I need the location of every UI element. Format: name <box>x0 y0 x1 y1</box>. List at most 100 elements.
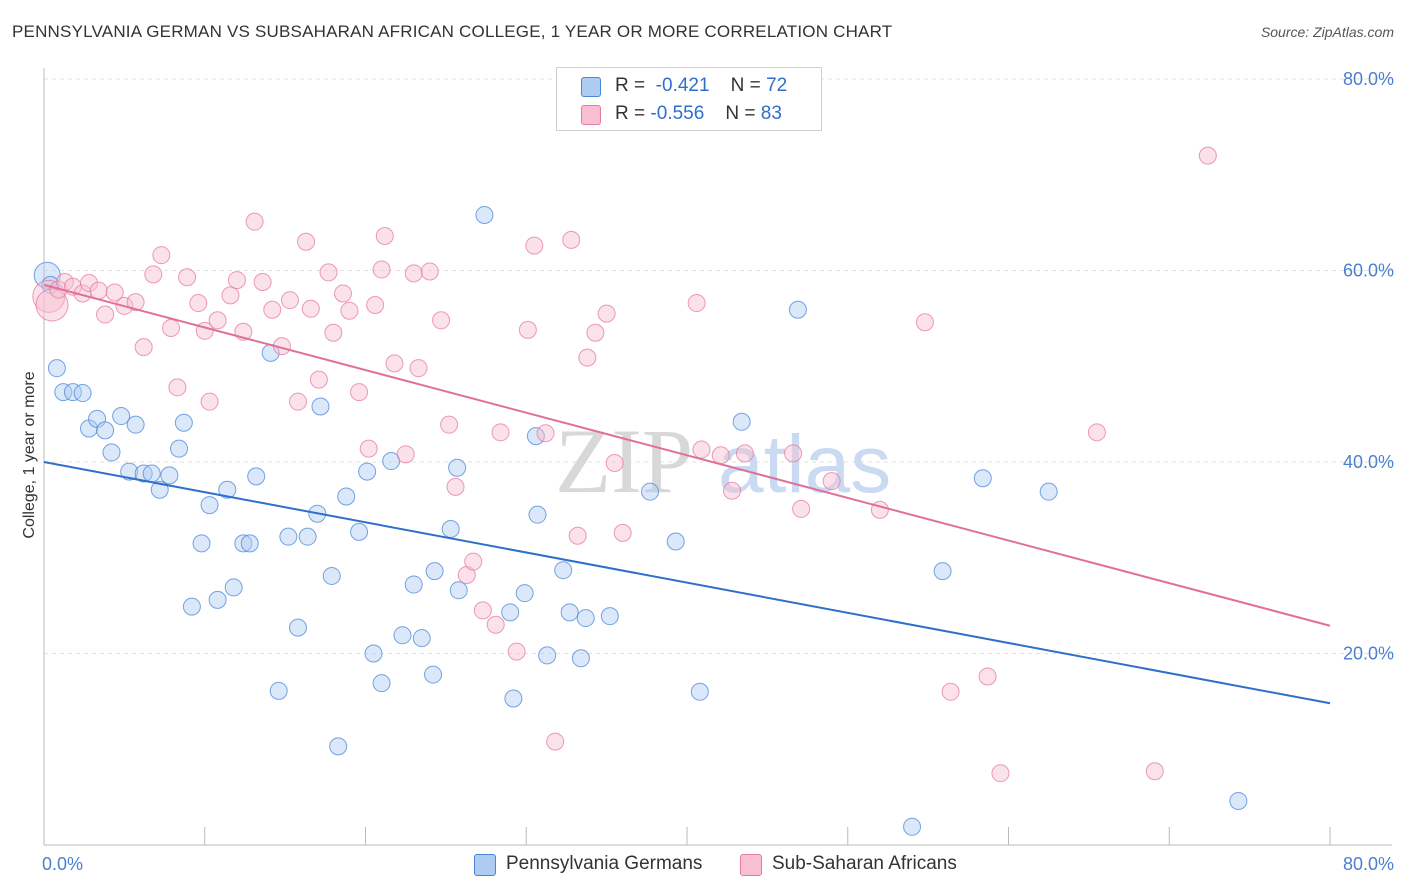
data-point <box>464 552 483 571</box>
data-point <box>35 288 69 322</box>
data-point <box>396 445 415 464</box>
data-point <box>364 644 383 663</box>
data-point <box>112 407 131 426</box>
data-point <box>152 246 171 265</box>
data-point <box>297 232 316 251</box>
y-tick-label: 40.0% <box>1343 452 1394 472</box>
data-point <box>425 562 444 581</box>
trend-line <box>43 283 1331 627</box>
data-point <box>73 384 92 403</box>
data-point <box>666 532 685 551</box>
data-point <box>366 295 385 314</box>
data-point <box>54 383 73 402</box>
data-point <box>404 575 423 594</box>
trend-lines <box>43 283 1331 705</box>
data-point <box>247 467 266 486</box>
y-tick-label: 20.0% <box>1343 644 1394 664</box>
data-point <box>126 415 145 434</box>
data-point <box>189 294 208 313</box>
data-point <box>227 271 246 290</box>
data-point <box>784 444 803 463</box>
data-point <box>973 469 992 488</box>
data-point <box>978 667 997 686</box>
data-point <box>80 273 99 292</box>
data-point <box>89 281 108 300</box>
data-point <box>96 305 115 324</box>
data-point <box>168 378 187 397</box>
trend-line <box>43 461 1331 705</box>
data-point <box>224 578 243 597</box>
data-point <box>941 682 960 701</box>
data-point <box>288 618 307 637</box>
data-point <box>240 534 259 553</box>
data-point <box>568 526 587 545</box>
data-point <box>63 383 82 402</box>
legend-n-label: N = <box>725 103 756 124</box>
data-point <box>358 462 377 481</box>
data-point <box>170 439 189 458</box>
data-point <box>208 311 227 330</box>
data-point <box>822 472 841 491</box>
data-point <box>641 482 660 501</box>
data-point <box>298 527 317 546</box>
data-point <box>142 464 161 483</box>
data-point <box>600 607 619 626</box>
data-point <box>253 272 272 291</box>
chart-source: Source: ZipAtlas.com <box>1260 24 1394 40</box>
data-point <box>546 732 565 751</box>
data-point <box>218 480 237 499</box>
data-point <box>404 264 423 283</box>
data-point <box>47 359 66 378</box>
data-point <box>578 348 597 367</box>
data-point <box>486 615 505 634</box>
data-point <box>473 601 492 620</box>
data-point <box>432 311 451 330</box>
data-point <box>560 603 579 622</box>
data-point <box>788 300 807 319</box>
data-point <box>200 392 219 411</box>
data-point <box>1198 146 1217 165</box>
watermark-atlas: atlas <box>718 419 891 510</box>
data-point <box>448 458 467 477</box>
axes <box>43 68 1392 846</box>
data-point <box>440 415 459 434</box>
data-point <box>605 453 624 472</box>
data-point <box>120 462 139 481</box>
y-tick-label: 60.0% <box>1343 261 1394 281</box>
tick-labels: 20.0% 40.0% 60.0% 80.0% 0.0% 80.0% <box>42 69 1394 874</box>
data-point <box>562 230 581 249</box>
y-tick-label: 80.0% <box>1343 69 1394 89</box>
data-point <box>409 359 428 378</box>
data-point <box>372 260 391 279</box>
data-point <box>350 522 369 541</box>
data-point <box>903 817 922 836</box>
data-point <box>385 354 404 373</box>
data-point <box>160 466 179 485</box>
data-point <box>507 642 526 661</box>
legend-n-value: 72 <box>766 75 788 96</box>
data-point <box>208 590 227 609</box>
data-point <box>263 300 282 319</box>
data-point <box>333 284 352 303</box>
data-point <box>337 487 356 506</box>
bottom-legend-label: Pennsylvania Germans <box>506 853 703 874</box>
data-point <box>586 323 605 342</box>
data-point <box>538 646 557 665</box>
data-point <box>288 392 307 411</box>
data-point <box>375 227 394 246</box>
data-point <box>441 520 460 539</box>
data-point <box>420 262 439 281</box>
data-point <box>319 263 338 282</box>
legend-r-label: R = <box>615 75 646 96</box>
data-point <box>301 299 320 318</box>
data-point <box>723 481 742 500</box>
data-point <box>372 674 391 693</box>
x-tick-label: 0.0% <box>42 854 83 874</box>
data-point <box>501 603 520 622</box>
grid-lines <box>44 78 1392 654</box>
data-points <box>32 146 1248 836</box>
legend-r-label: R = <box>615 103 646 124</box>
data-point <box>340 301 359 320</box>
data-point <box>424 665 443 684</box>
legend-r-value: -0.421 <box>655 75 710 96</box>
